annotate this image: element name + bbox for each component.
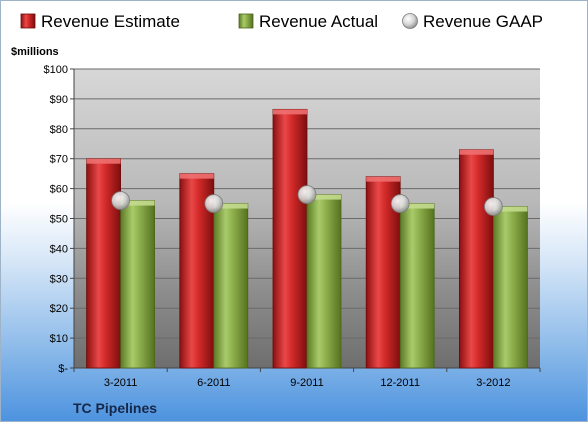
actual-bar xyxy=(213,203,249,369)
gaap-marker xyxy=(111,191,130,210)
x-tick-label: 3-2012 xyxy=(476,377,510,389)
actual-bar-cap xyxy=(213,203,248,209)
actual-bar xyxy=(399,203,435,369)
y-tick-label: $20 xyxy=(50,303,68,315)
y-tick-label: $10 xyxy=(50,333,68,345)
estimate-bar-cap xyxy=(366,176,401,182)
legend-gaap-swatch xyxy=(402,13,418,29)
estimate-bar-cap xyxy=(273,109,307,115)
x-tick-label: 9-2011 xyxy=(290,377,323,389)
actual-bar xyxy=(306,194,342,369)
company-name: TC Pipelines xyxy=(73,400,157,416)
y-tick-label: $- xyxy=(58,363,68,375)
estimate-bar-cap xyxy=(459,149,494,155)
legend-estimate-swatch xyxy=(20,13,36,29)
y-tick-label: $30 xyxy=(50,273,68,285)
gaap-marker xyxy=(390,194,410,213)
estimate-bar xyxy=(458,149,494,369)
actual-bar-cap xyxy=(493,206,528,212)
estimate-bar-cap xyxy=(179,173,214,179)
y-tick-label: $40 xyxy=(50,243,68,255)
estimate-bar xyxy=(86,158,121,369)
actual-bar-cap xyxy=(307,194,341,200)
gaap-marker xyxy=(297,185,317,204)
y-tick-label: $60 xyxy=(50,184,68,196)
legend-label: Revenue GAAP xyxy=(423,12,543,31)
actual-bar-cap xyxy=(120,200,155,206)
gaap-marker xyxy=(483,197,503,216)
x-tick-label: 6-2011 xyxy=(197,377,230,389)
y-axis-label: $millions xyxy=(11,46,59,58)
estimate-bar-cap xyxy=(86,158,121,164)
y-tick-label: $80 xyxy=(50,124,68,136)
y-tick-label: $50 xyxy=(50,214,68,226)
y-tick-label: $90 xyxy=(50,94,68,106)
legend-actual-swatch xyxy=(238,13,254,29)
x-tick-label: 3-2011 xyxy=(104,377,137,389)
legend-label: Revenue Estimate xyxy=(41,12,180,31)
estimate-bar xyxy=(272,108,308,369)
legend-label: Revenue Actual xyxy=(259,12,378,31)
gaap-marker xyxy=(204,194,224,213)
actual-bar xyxy=(492,206,528,369)
x-tick-label: 12-2011 xyxy=(380,377,420,389)
actual-bar-cap xyxy=(400,203,435,209)
y-tick-label: $70 xyxy=(50,154,68,166)
actual-bar xyxy=(120,200,155,369)
y-tick-label: $100 xyxy=(44,64,68,76)
